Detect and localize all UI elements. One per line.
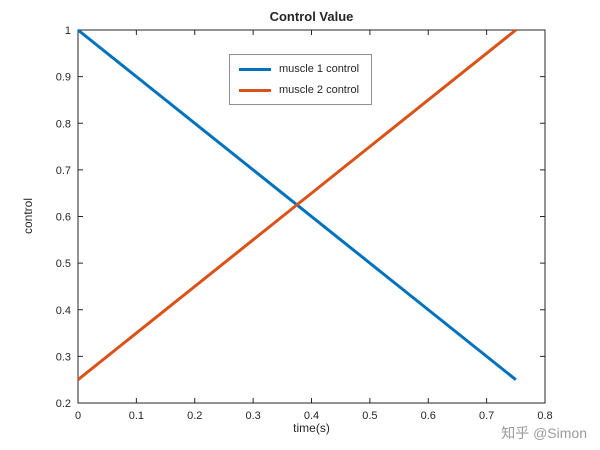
- legend-label: muscle 2 control: [279, 84, 360, 96]
- legend-entry: muscle 2 control: [239, 84, 359, 96]
- y-tick-label: 0.6: [56, 212, 71, 224]
- watermark: 知乎 @Simon: [501, 425, 587, 441]
- x-tick-label: 0.5: [362, 410, 377, 422]
- x-tick-label: 0: [75, 410, 81, 422]
- x-tick-label: 0.2: [187, 410, 202, 422]
- y-tick-label: 0.9: [56, 72, 71, 84]
- legend-line-sample: [239, 88, 271, 92]
- legend-line-sample: [239, 67, 271, 71]
- y-tick-label: 1: [65, 25, 71, 37]
- chart-title: Control Value: [269, 9, 354, 24]
- series-line: [77, 28, 517, 381]
- y-tick-label: 0.5: [56, 258, 71, 270]
- y-axis-label: control: [21, 197, 35, 235]
- legend: muscle 1 control muscle 2 control: [229, 54, 373, 105]
- x-tick-label: 0.3: [245, 410, 260, 422]
- x-tick-label: 0.4: [304, 410, 319, 422]
- y-tick-label: 0.2: [56, 398, 71, 410]
- x-tick-label: 0.6: [421, 410, 436, 422]
- y-tick-label: 0.4: [56, 305, 71, 317]
- legend-label: muscle 1 control: [279, 63, 360, 75]
- x-tick-label: 0.7: [479, 410, 494, 422]
- x-tick-label: 0.1: [129, 410, 144, 422]
- x-axis-label: time(s): [293, 421, 330, 435]
- y-tick-label: 0.3: [56, 351, 71, 363]
- x-tick-label: 0.8: [537, 410, 552, 422]
- y-tick-label: 0.7: [56, 165, 71, 177]
- legend-entry: muscle 1 control: [239, 63, 359, 75]
- y-tick-label: 0.8: [56, 118, 71, 130]
